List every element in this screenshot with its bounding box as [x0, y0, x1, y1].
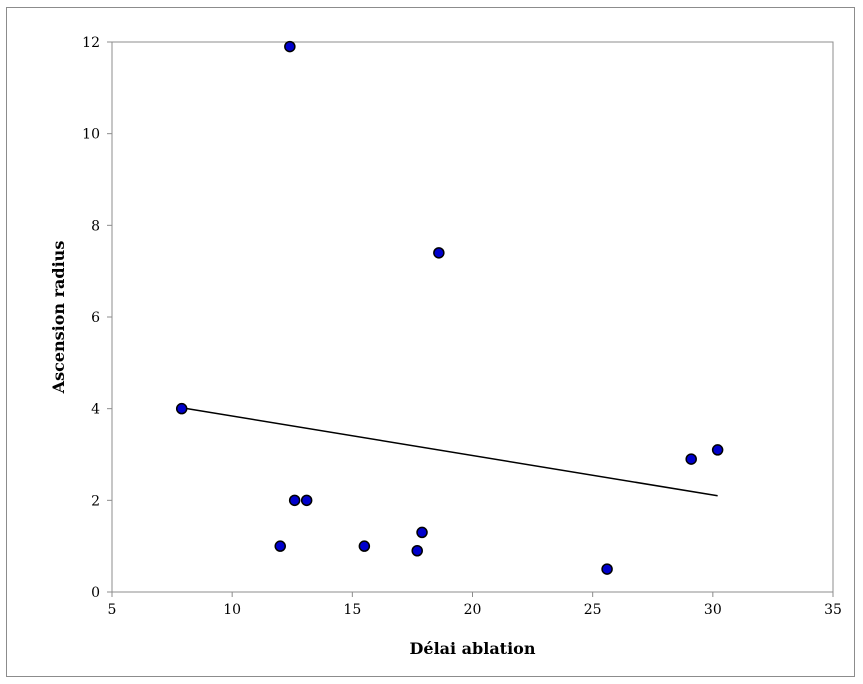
data-point	[288, 494, 301, 507]
x-tick-label: 5	[108, 602, 117, 618]
y-tick-label: 2	[91, 493, 100, 509]
chart-frame	[6, 7, 855, 677]
data-point	[175, 402, 188, 415]
trendline-group	[181, 407, 718, 497]
data-point	[284, 40, 296, 53]
x-tick-label: 30	[704, 602, 722, 618]
y-tick-label: 12	[82, 35, 100, 51]
x-axis: 5 10 15 20 25 30 35	[108, 592, 842, 618]
y-tick-label: 6	[91, 310, 100, 326]
data-point	[433, 247, 445, 259]
x-tick-label: 25	[584, 602, 602, 618]
plot-border	[111, 41, 834, 593]
data-point	[711, 444, 724, 456]
y-tick-label: 4	[91, 402, 100, 418]
x-tick-label: 20	[464, 602, 482, 618]
y-tick-label: 10	[82, 127, 100, 143]
x-axis-title: Délai ablation	[410, 639, 536, 658]
trendline	[181, 407, 718, 497]
data-points	[175, 40, 724, 575]
data-point	[358, 540, 371, 552]
y-tick-label: 0	[91, 585, 100, 601]
data-point	[274, 540, 286, 552]
data-point	[416, 526, 428, 539]
plot-area	[111, 41, 834, 593]
data-point	[411, 545, 423, 557]
y-axis-title: Ascension radius	[49, 241, 68, 395]
data-point	[300, 494, 313, 507]
data-point	[685, 453, 697, 465]
x-tick-label: 10	[223, 602, 241, 618]
y-tick-label: 8	[91, 218, 100, 234]
data-point	[601, 563, 613, 575]
x-tick-label: 15	[343, 602, 361, 618]
x-tick-label: 35	[824, 602, 842, 618]
y-axis: 0 2 4 6 8 10 12	[82, 35, 112, 601]
